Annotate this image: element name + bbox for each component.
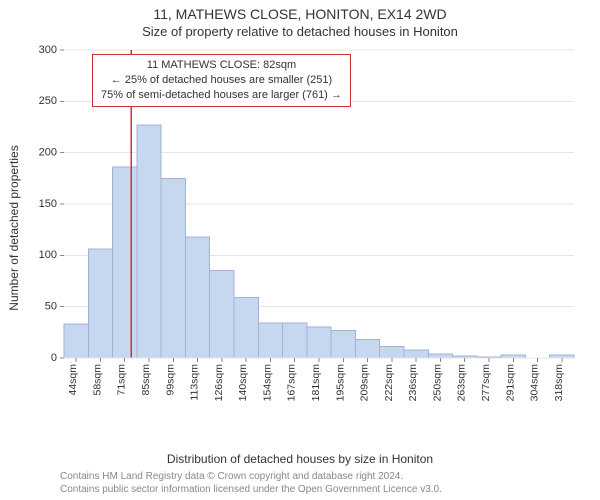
svg-text:167sqm: 167sqm [286, 364, 298, 402]
svg-text:263sqm: 263sqm [456, 364, 468, 402]
histogram-bar [307, 327, 331, 358]
svg-text:99sqm: 99sqm [164, 364, 176, 396]
svg-text:100: 100 [39, 249, 57, 261]
histogram-bar [113, 167, 137, 358]
svg-text:50: 50 [45, 301, 57, 313]
svg-text:71sqm: 71sqm [116, 364, 128, 396]
annotation-line-2: ← 25% of detached houses are smaller (25… [101, 73, 342, 88]
histogram-bar [355, 340, 379, 358]
svg-text:200: 200 [39, 147, 57, 159]
histogram-bar [88, 249, 112, 358]
svg-text:222sqm: 222sqm [383, 364, 395, 402]
annotation-box: 11 MATHEWS CLOSE: 82sqm ← 25% of detache… [92, 54, 351, 107]
y-axis-label: Number of detached properties [7, 145, 21, 310]
svg-text:250: 250 [39, 95, 57, 107]
svg-text:154sqm: 154sqm [261, 364, 273, 402]
svg-text:209sqm: 209sqm [359, 364, 371, 402]
histogram-bar [331, 330, 355, 358]
svg-text:58sqm: 58sqm [91, 364, 103, 396]
histogram-bar [64, 324, 88, 358]
svg-text:195sqm: 195sqm [334, 364, 346, 402]
svg-text:0: 0 [51, 352, 57, 364]
histogram-bar [404, 350, 428, 358]
histogram-bar [137, 125, 161, 358]
histogram-bar [380, 347, 404, 358]
attribution-line-2: Contains public sector information licen… [60, 484, 442, 497]
annotation-line-1: 11 MATHEWS CLOSE: 82sqm [101, 58, 342, 73]
svg-text:44sqm: 44sqm [67, 364, 79, 396]
svg-text:300: 300 [39, 44, 57, 56]
histogram-bar [234, 297, 258, 358]
svg-text:181sqm: 181sqm [310, 364, 322, 402]
annotation-line-3: 75% of semi-detached houses are larger (… [101, 88, 342, 103]
svg-text:250sqm: 250sqm [431, 364, 443, 402]
chart-title-sub: Size of property relative to detached ho… [0, 24, 600, 39]
attribution-line-1: Contains HM Land Registry data © Crown c… [60, 471, 442, 484]
svg-text:277sqm: 277sqm [480, 364, 492, 402]
x-axis-label: Distribution of detached houses by size … [0, 452, 600, 466]
chart-title-main: 11, MATHEWS CLOSE, HONITON, EX14 2WD [0, 6, 600, 22]
svg-text:140sqm: 140sqm [237, 364, 249, 402]
svg-text:304sqm: 304sqm [529, 364, 541, 402]
histogram-bar [428, 354, 452, 358]
svg-text:291sqm: 291sqm [504, 364, 516, 402]
svg-text:150: 150 [39, 198, 57, 210]
svg-text:318sqm: 318sqm [553, 364, 565, 402]
svg-text:126sqm: 126sqm [213, 364, 225, 402]
histogram-bar [210, 271, 234, 358]
histogram-bar [185, 237, 209, 358]
attribution-text: Contains HM Land Registry data © Crown c… [60, 471, 442, 496]
histogram-bar [283, 323, 307, 358]
svg-text:85sqm: 85sqm [140, 364, 152, 396]
histogram-bar [258, 323, 282, 358]
svg-text:113sqm: 113sqm [189, 364, 201, 401]
svg-text:236sqm: 236sqm [407, 364, 419, 402]
histogram-bar [161, 178, 185, 358]
